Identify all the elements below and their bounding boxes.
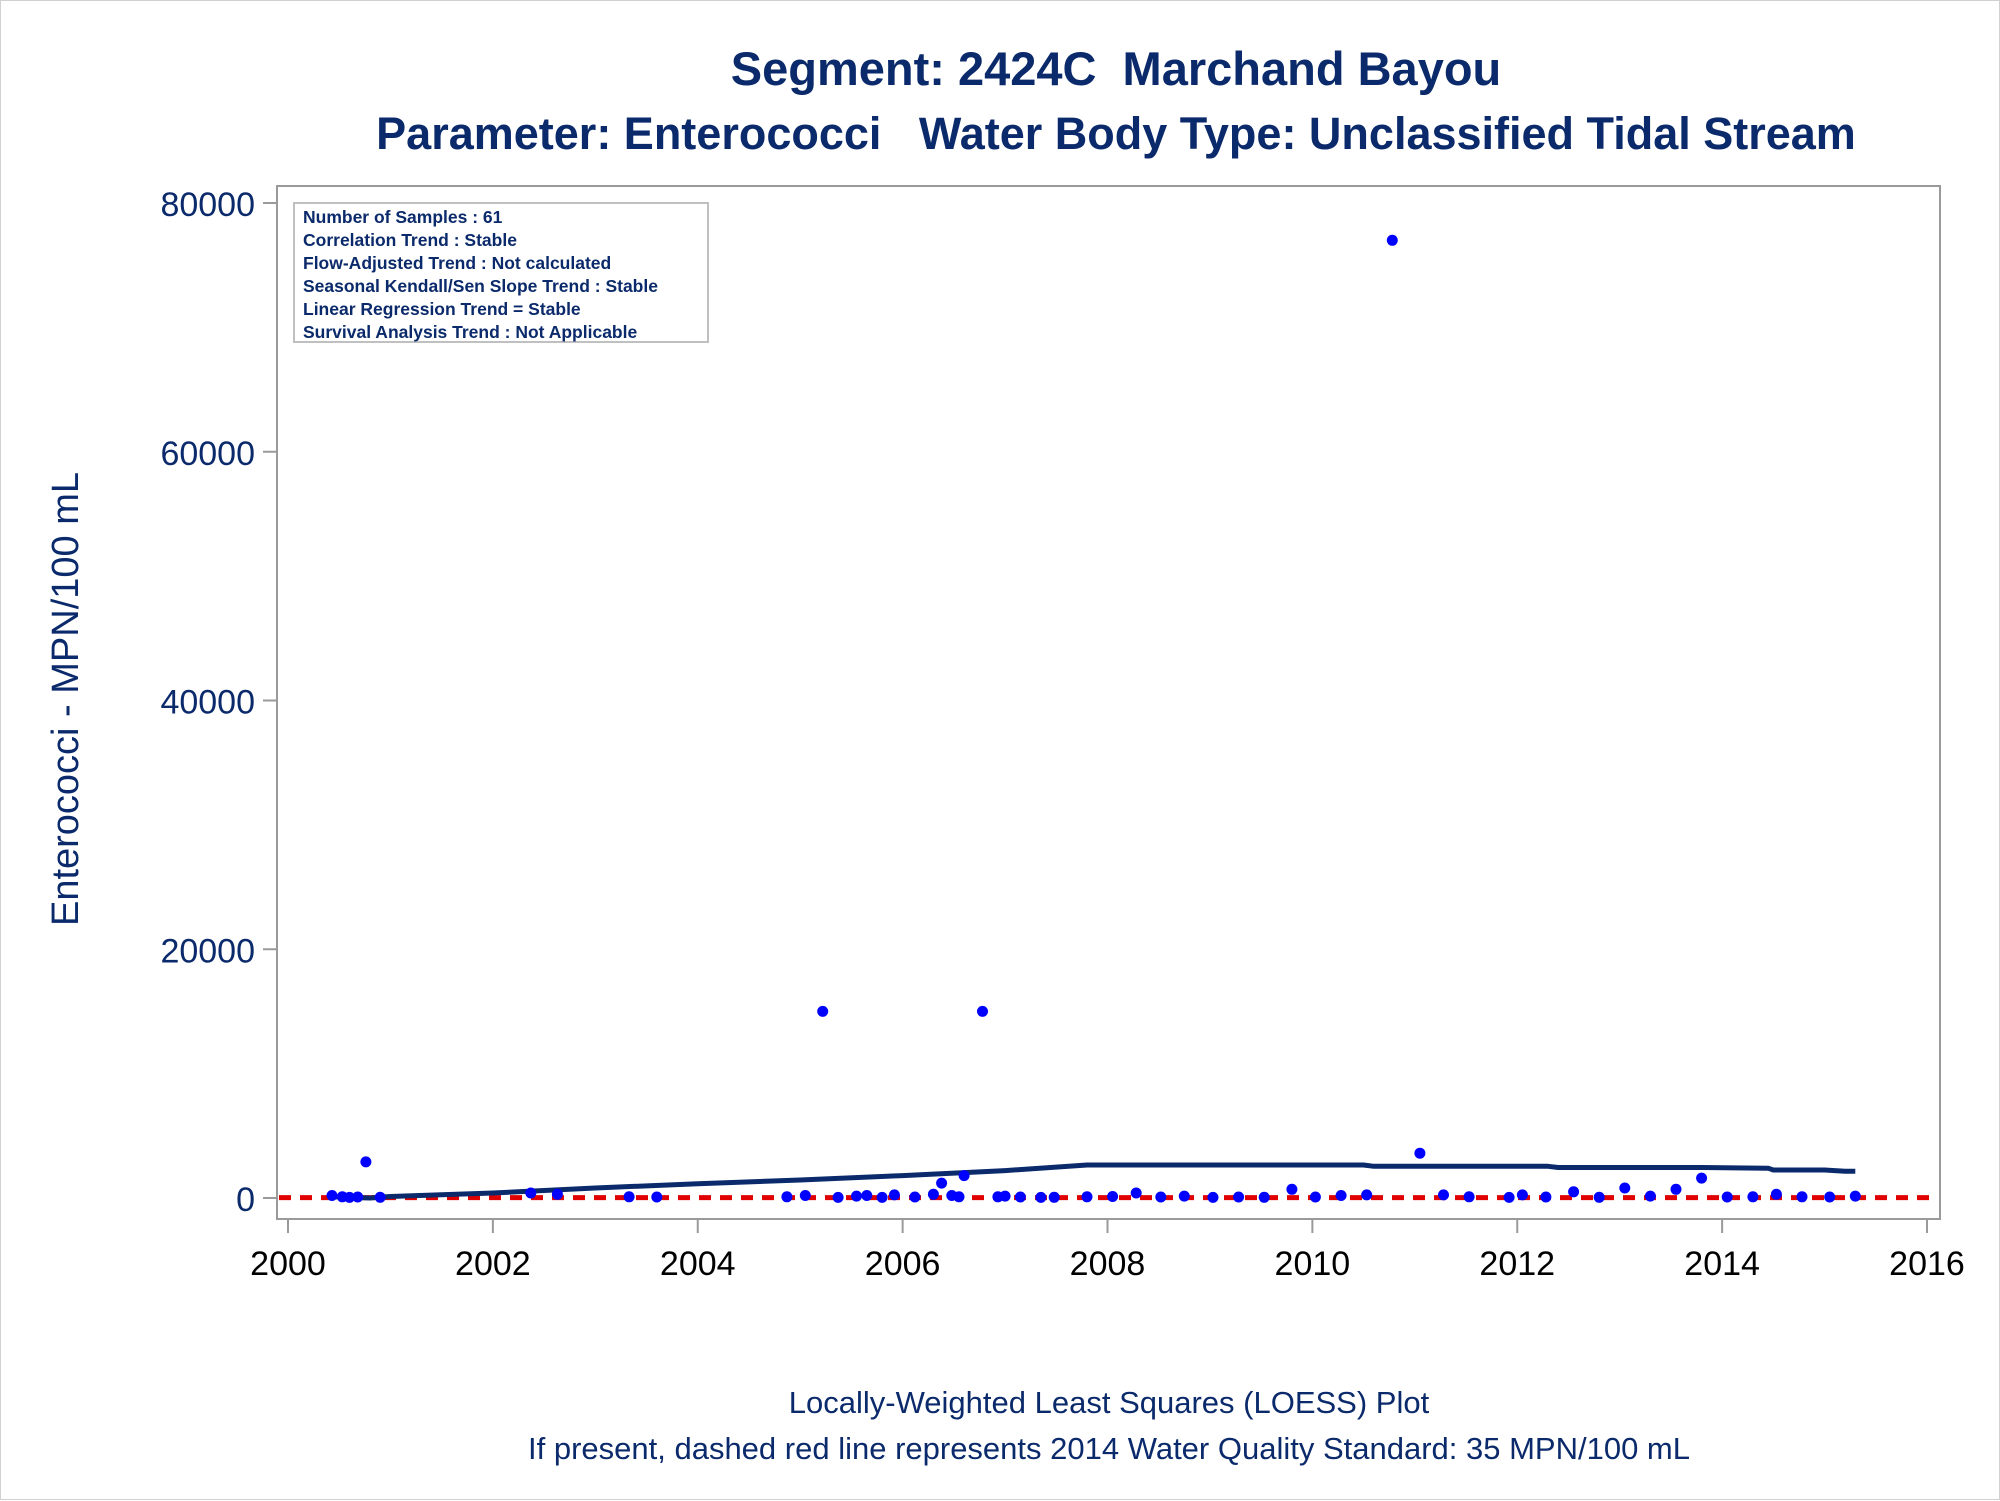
data-point bbox=[1540, 1191, 1552, 1203]
chart-title: Segment: 2424C Marchand Bayou bbox=[731, 42, 1502, 95]
x-tick-label: 2012 bbox=[1479, 1245, 1555, 1283]
x-tick-label: 2004 bbox=[660, 1245, 736, 1283]
data-point bbox=[909, 1191, 921, 1203]
data-point bbox=[861, 1190, 873, 1201]
y-tick-label: 40000 bbox=[160, 684, 255, 722]
y-tick-label: 20000 bbox=[160, 932, 255, 970]
data-point bbox=[1568, 1186, 1580, 1198]
data-point bbox=[1178, 1190, 1190, 1202]
data-point bbox=[1463, 1191, 1475, 1203]
data-point bbox=[1721, 1191, 1733, 1203]
data-point bbox=[1035, 1191, 1047, 1203]
x-tick-label: 2008 bbox=[1070, 1245, 1146, 1283]
data-point bbox=[1130, 1187, 1142, 1199]
data-point bbox=[374, 1191, 386, 1203]
data-point bbox=[1258, 1191, 1270, 1203]
data-point bbox=[936, 1177, 948, 1189]
data-point bbox=[1014, 1191, 1026, 1203]
data-point bbox=[927, 1188, 939, 1200]
data-point bbox=[1286, 1183, 1298, 1195]
data-point bbox=[958, 1170, 970, 1182]
data-point bbox=[799, 1190, 811, 1201]
data-point bbox=[1516, 1189, 1528, 1201]
footnote-loess: Locally-Weighted Least Squares (LOESS) P… bbox=[789, 1385, 1430, 1420]
data-point bbox=[1309, 1191, 1321, 1203]
x-tick-label: 2010 bbox=[1275, 1245, 1351, 1283]
data-point bbox=[525, 1187, 537, 1199]
x-tick-label: 2014 bbox=[1684, 1245, 1760, 1283]
data-point bbox=[360, 1156, 372, 1168]
data-point bbox=[1503, 1191, 1515, 1203]
data-point bbox=[876, 1191, 888, 1203]
data-point bbox=[623, 1191, 635, 1203]
data-point bbox=[851, 1190, 862, 1202]
data-point bbox=[1849, 1190, 1861, 1202]
data-point bbox=[1386, 234, 1398, 246]
data-point bbox=[1438, 1189, 1449, 1201]
data-point bbox=[1644, 1190, 1656, 1202]
y-tick-label: 80000 bbox=[160, 186, 255, 224]
data-point bbox=[1335, 1190, 1347, 1201]
plot-area: 0 20000 40000 60000 80000 2000 2002 2004 2006 200… bbox=[160, 185, 1965, 1283]
data-point bbox=[1361, 1189, 1373, 1201]
data-point bbox=[1233, 1191, 1245, 1203]
data-point bbox=[817, 1005, 829, 1017]
info-box-line: Seasonal Kendall/Sen Slope Trend : Stabl… bbox=[303, 276, 658, 296]
data-point bbox=[832, 1191, 844, 1203]
x-tick-label: 2006 bbox=[865, 1245, 941, 1283]
info-box: Number of Samples : 61 Correlation Trend … bbox=[293, 202, 709, 343]
chart-subtitle: Parameter: Enterococci Water Body Type: … bbox=[376, 108, 1856, 159]
data-point bbox=[1696, 1172, 1708, 1184]
x-tick-label: 2016 bbox=[1889, 1245, 1965, 1283]
info-box-line: Number of Samples : 61 bbox=[303, 207, 503, 227]
data-point bbox=[1107, 1191, 1119, 1202]
info-box-border bbox=[293, 202, 709, 343]
y-tick-label: 60000 bbox=[160, 435, 255, 473]
data-point bbox=[781, 1191, 793, 1203]
info-box-line: Linear Regression Trend = Stable bbox=[303, 299, 581, 319]
data-point bbox=[1796, 1191, 1808, 1203]
data-point bbox=[1207, 1191, 1219, 1203]
y-axis-label: Enterococci - MPN/100 mL bbox=[45, 472, 87, 926]
data-point bbox=[999, 1190, 1011, 1202]
footnote-standard: If present, dashed red line represents 2… bbox=[528, 1431, 1690, 1466]
data-point bbox=[1048, 1191, 1060, 1203]
data-point bbox=[1593, 1191, 1605, 1203]
data-point bbox=[1155, 1191, 1167, 1203]
y-tick-label: 0 bbox=[236, 1181, 255, 1219]
data-point bbox=[1747, 1191, 1759, 1203]
data-point bbox=[953, 1191, 965, 1203]
info-box-line: Correlation Trend : Stable bbox=[303, 230, 517, 250]
info-box-line: Flow-Adjusted Trend : Not calculated bbox=[303, 253, 611, 273]
data-point bbox=[1414, 1147, 1426, 1159]
data-point bbox=[1670, 1183, 1682, 1195]
data-point bbox=[977, 1005, 988, 1017]
x-tick-label: 2000 bbox=[250, 1245, 326, 1283]
info-box-line: Survival Analysis Trend : Not Applicable bbox=[303, 322, 637, 342]
data-point bbox=[344, 1191, 355, 1203]
data-point bbox=[1770, 1188, 1782, 1200]
data-point bbox=[352, 1191, 364, 1203]
data-point bbox=[651, 1191, 663, 1203]
x-tick-label: 2002 bbox=[455, 1245, 531, 1283]
data-point bbox=[888, 1189, 900, 1201]
data-point bbox=[1619, 1182, 1631, 1194]
data-point bbox=[551, 1188, 563, 1200]
data-point bbox=[1081, 1191, 1093, 1203]
data-point bbox=[326, 1190, 338, 1201]
data-point bbox=[1824, 1191, 1836, 1203]
